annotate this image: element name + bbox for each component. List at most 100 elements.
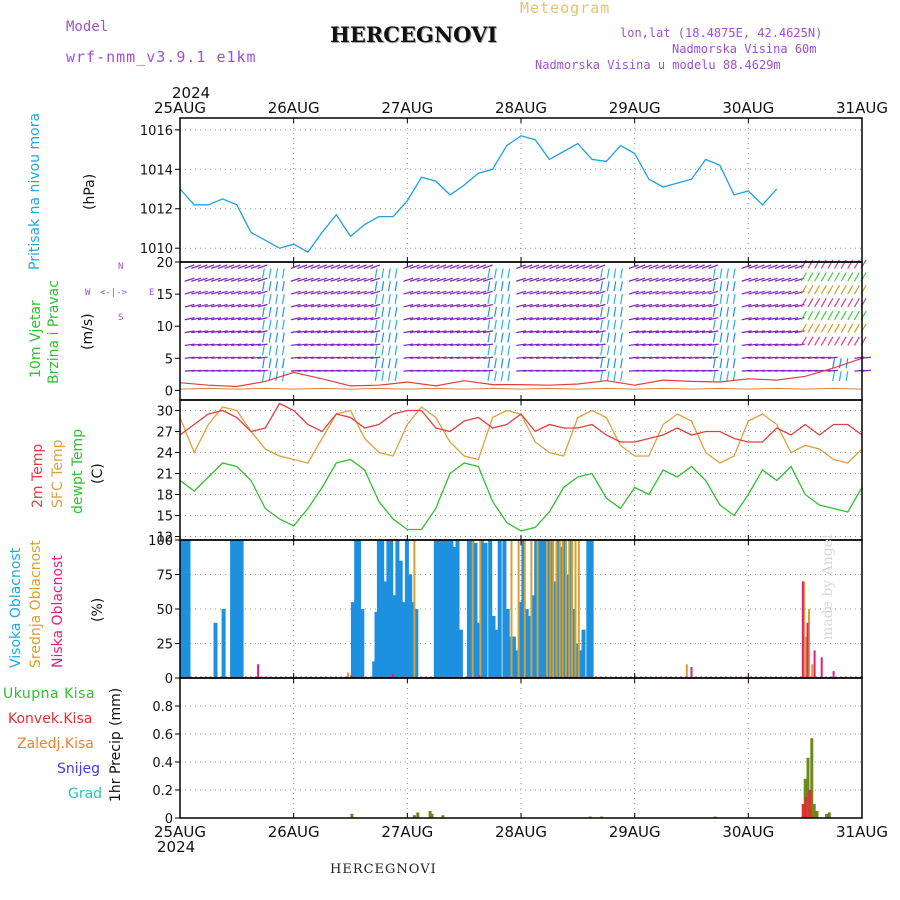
wind-barb [688,290,699,295]
cloud-bar [578,650,583,678]
wind-barb [555,330,567,334]
wind-barb [463,317,474,321]
wind-barb [429,277,440,282]
wind-barb [211,356,222,359]
wind-barb [582,303,593,308]
wind-barb [410,290,420,295]
wind-barb [708,303,719,308]
wind-barb [494,332,497,343]
wind-barb [562,330,573,334]
wind-barb [787,264,798,269]
wind-barb [761,317,772,321]
wind-barb [814,336,821,346]
wind-barb [748,317,759,321]
wind-barb [500,319,504,330]
y-tick-label: 1010 [140,242,173,257]
wind-barb [814,272,821,282]
wind-barb [522,264,533,269]
cloud-bar [408,574,413,678]
cloud-bar [808,609,810,678]
wind-barb [613,306,617,317]
wind-barb [562,277,573,282]
cloud-unit: (%) [90,597,106,622]
wind-barb [732,332,736,343]
wind-barb [595,369,606,372]
wind-barb [628,277,639,282]
wind-barb [443,317,454,321]
wind-barb [204,356,215,359]
wind-barb [323,356,334,359]
wind-barb [317,343,328,347]
wind-barb [575,330,586,334]
wind-barb [463,356,474,359]
wind-barb [847,259,854,269]
wind-barb [416,290,427,295]
wind-barb [575,356,586,359]
wind-barb [374,345,378,356]
y-tick-label: 0 [165,384,173,399]
wind-barb [363,356,374,359]
wind-barb [648,264,659,269]
wind-barb [356,303,367,308]
wind-barb [224,330,235,334]
wind-barb [794,343,805,347]
pressure-ylabel: Pritisak na nivou mora [27,112,43,270]
wind-barb [370,290,381,295]
wind-barb [317,290,328,295]
y-tick-label: 20 [156,256,173,271]
wind-barb [330,330,341,334]
wind-barb [275,332,279,343]
cloud-bar [180,540,185,678]
wind-barb [768,264,778,269]
wind-barb [217,343,228,347]
wind-barb [403,317,414,321]
precip-ylabel: 1hr Precip [108,731,124,802]
wind-barb [257,356,268,359]
wind-barb [569,343,580,347]
wind-barb [549,343,560,347]
wind-barb [555,317,566,321]
wind-barb [443,277,453,282]
wind-barb [628,330,639,334]
wind-barb [838,358,842,369]
x-tick-label-bottom: 30AUG [722,823,774,841]
wind-barb [410,330,421,334]
y-tick-label: 24 [156,447,173,462]
wind-barb [268,293,272,305]
wind-barb [726,345,730,356]
wind-barb [781,303,792,308]
wind-barb [620,293,623,305]
cloud-bar [521,540,526,678]
wind-barb [197,317,208,321]
wind-barb [536,356,547,359]
wind-barb [507,306,511,317]
wind-barb [814,285,821,295]
wind-barb [695,343,706,347]
wind-barb [847,285,854,295]
wind-ylabel-1: 10m Vjetar [28,300,44,378]
wind-barb [237,290,248,295]
wind-barb [648,277,659,282]
pressure-unit: (hPa) [82,173,98,210]
panels: 1010101210141016051015201215182124273002… [140,99,888,841]
wind-barb [304,356,315,359]
wind-barb [281,268,285,279]
wind-barb [620,319,623,330]
wind-barb [500,371,504,382]
cloud-bar [820,657,823,678]
wind-barb [595,264,606,269]
wind-barb [211,317,222,321]
wind-barb [410,317,421,321]
wind-barb [250,356,262,359]
wind-barb [827,310,834,321]
wind-barb [695,303,706,308]
cloud-bar [537,540,542,678]
wind-barb [330,277,341,282]
wind-barb [482,277,493,282]
compass-east: E [149,288,155,298]
wind-barb [500,281,504,292]
wind-barb [230,264,241,269]
wind-barb [211,343,222,347]
legend-frozen-precip: Zaledj.Kisa [17,736,94,752]
cloud-bar [803,581,806,678]
